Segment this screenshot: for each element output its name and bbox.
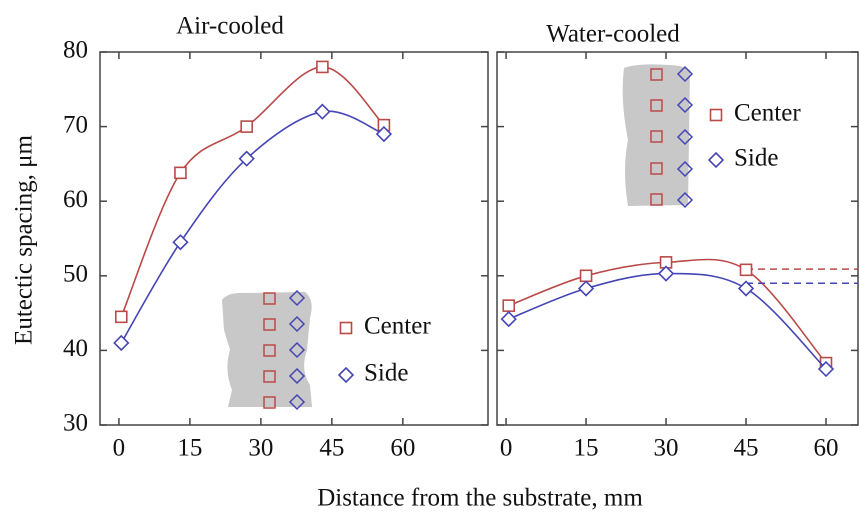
legend-marker: [709, 108, 723, 122]
marker: [737, 280, 755, 297]
x-tick-label: 45: [319, 435, 344, 462]
x-tick-label: 0: [113, 435, 126, 462]
fit-curve: [120, 66, 385, 318]
x-tick-label: 15: [574, 435, 599, 462]
marker: [817, 360, 835, 378]
y-tick-label: 80: [63, 37, 88, 64]
marker: [238, 150, 255, 167]
marker: [114, 310, 128, 324]
marker: [739, 263, 753, 277]
legend-label: Center: [364, 313, 431, 340]
fit-curve: [508, 272, 827, 370]
plot-frame: [99, 51, 489, 426]
y-tick-label: 70: [63, 111, 88, 138]
legend-marker: [707, 151, 725, 169]
plot-frame: [496, 51, 859, 426]
y-tick-label: 30: [63, 410, 88, 437]
legend-label: Side: [364, 360, 408, 387]
marker: [240, 120, 253, 133]
y-tick-label: 40: [63, 335, 88, 362]
x-tick-label: 0: [500, 435, 513, 462]
marker: [316, 60, 329, 74]
x-tick-label: 60: [814, 435, 839, 462]
marker: [657, 265, 675, 282]
y-tick-label: 60: [63, 186, 88, 213]
x-tick-label: 45: [734, 435, 759, 462]
panel-title: Water-cooled: [546, 21, 680, 48]
marker: [314, 103, 331, 120]
sample-inset: [222, 289, 312, 411]
panel-title: Air-cooled: [176, 13, 284, 40]
x-axis-label: Distance from the substrate, mm: [317, 485, 643, 512]
x-tick-label: 30: [654, 435, 679, 462]
marker: [577, 280, 595, 297]
marker: [172, 234, 189, 251]
marker: [375, 125, 393, 143]
marker: [579, 269, 593, 283]
marker: [113, 334, 130, 352]
legend-marker: [339, 321, 353, 335]
y-tick-label: 50: [63, 261, 88, 288]
sample-inset: [622, 64, 694, 209]
legend-marker: [337, 366, 355, 384]
y-axis-label: Eutectic spacing, μm: [11, 135, 38, 345]
marker: [500, 310, 517, 328]
legend-label: Side: [734, 145, 778, 172]
legend-label: Center: [734, 100, 801, 127]
x-tick-label: 30: [248, 435, 273, 462]
x-tick-label: 15: [177, 435, 202, 462]
marker: [174, 166, 187, 180]
x-tick-label: 60: [390, 435, 415, 462]
marker: [502, 299, 516, 312]
